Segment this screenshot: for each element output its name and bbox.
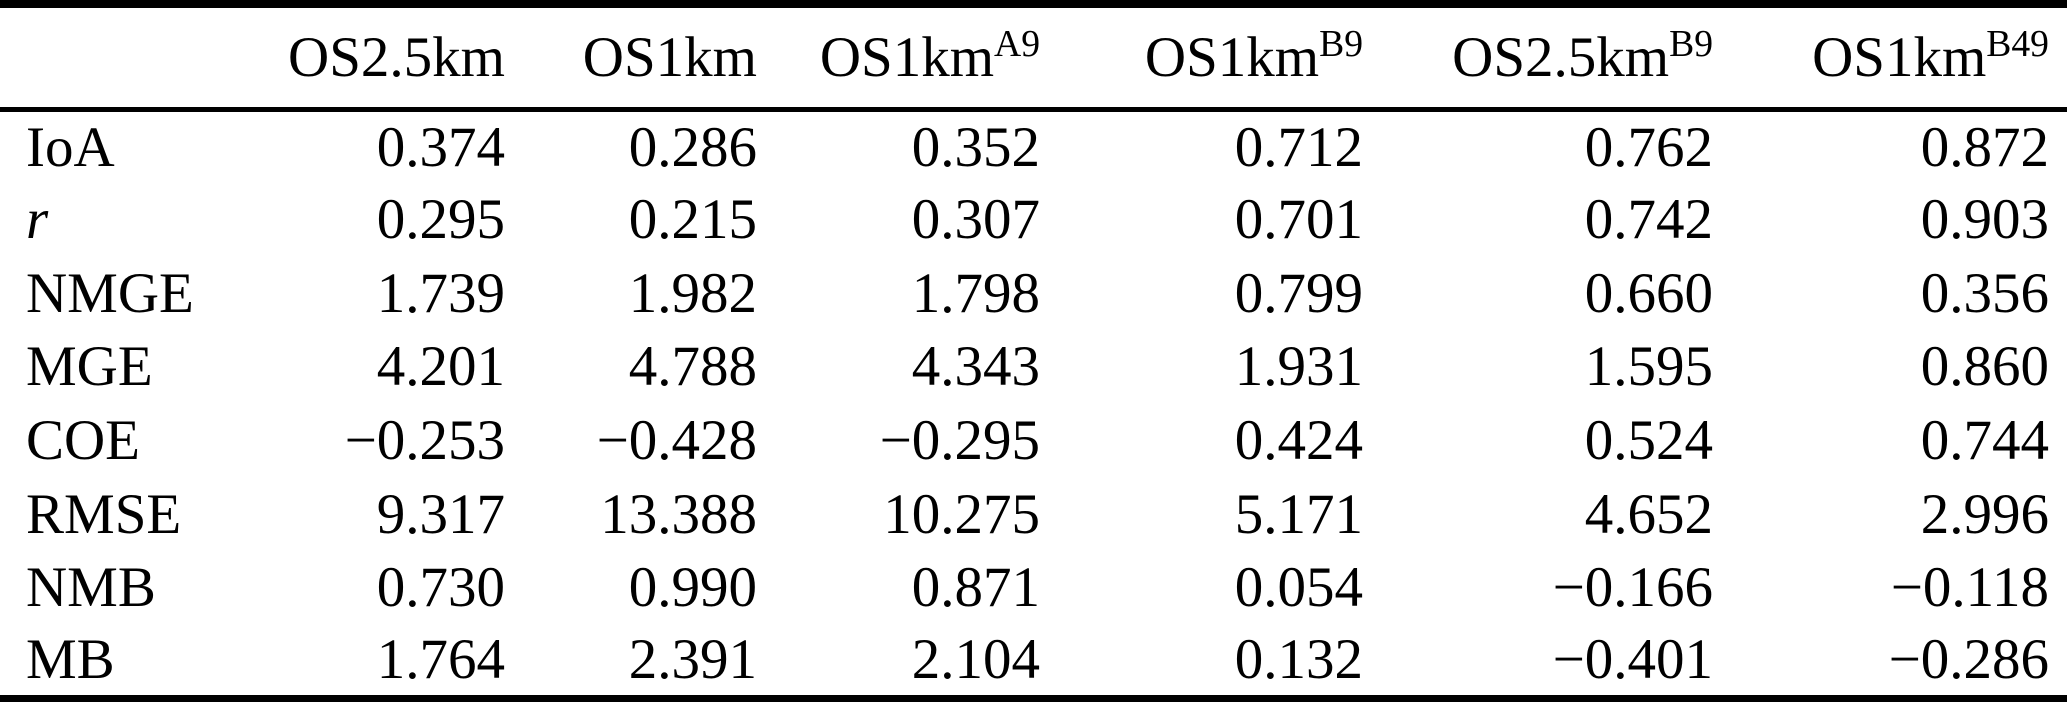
cell: 10.275 — [883, 482, 1040, 546]
cell: −0.253 — [344, 409, 505, 473]
column-header-superscript: B9 — [1669, 22, 1713, 65]
cell: 0.374 — [376, 115, 505, 179]
cell: 0.054 — [1234, 556, 1363, 620]
column-header-os1km-b49: OS1kmB49 — [1731, 4, 2067, 112]
cell: 0.742 — [1584, 188, 1713, 252]
row-label: MGE — [26, 335, 153, 399]
cell: 0.660 — [1584, 261, 1713, 325]
cell: 4.343 — [911, 335, 1040, 399]
cell: 1.764 — [376, 628, 505, 692]
cell: 0.524 — [1584, 409, 1713, 473]
row-label: MB — [26, 628, 115, 692]
row-label: COE — [26, 409, 140, 473]
cell: 0.701 — [1234, 188, 1363, 252]
cell: 1.798 — [911, 261, 1040, 325]
cell: 0.295 — [376, 188, 505, 252]
cell: 2.104 — [911, 628, 1040, 692]
cell: 1.595 — [1584, 335, 1713, 399]
cell: 0.307 — [911, 188, 1040, 252]
cell: 0.871 — [911, 556, 1040, 620]
cell: 0.860 — [1920, 335, 2049, 399]
table-row-mb: MB 1.764 2.391 2.104 0.132 −0.401 −0.286 — [0, 625, 2067, 699]
cell: 0.762 — [1584, 115, 1713, 179]
row-label: NMB — [26, 556, 156, 620]
cell: 0.424 — [1234, 409, 1363, 473]
cell: 4.788 — [628, 335, 757, 399]
cell: 0.990 — [628, 556, 757, 620]
row-label: NMGE — [26, 261, 194, 325]
cell: −0.428 — [596, 409, 757, 473]
cell: 0.730 — [376, 556, 505, 620]
table-row-mge: MGE 4.201 4.788 4.343 1.931 1.595 0.860 — [0, 330, 2067, 404]
column-header-base: OS2.5km — [288, 25, 505, 89]
column-header-os2-5km: OS2.5km — [250, 4, 523, 112]
row-label: r — [26, 188, 49, 252]
cell: 0.872 — [1920, 115, 2049, 179]
cell: 13.388 — [600, 482, 757, 546]
table-row-r: r 0.295 0.215 0.307 0.701 0.742 0.903 — [0, 183, 2067, 257]
cell: 4.652 — [1584, 482, 1713, 546]
cell: 0.799 — [1234, 261, 1363, 325]
cell: 1.982 — [628, 261, 757, 325]
column-header-superscript: B49 — [1986, 22, 2049, 65]
cell: 2.391 — [628, 628, 757, 692]
column-header-os1km-a9: OS1kmA9 — [775, 4, 1058, 112]
column-header-base: OS2.5km — [1452, 25, 1670, 89]
column-header-os1km: OS1km — [523, 4, 775, 112]
table-row-nmb: NMB 0.730 0.990 0.871 0.054 −0.166 −0.11… — [0, 551, 2067, 625]
table-header-row: OS2.5km OS1km OS1kmA9 OS1kmB9 OS2.5kmB9 … — [0, 4, 2067, 112]
cell: 0.215 — [628, 188, 757, 252]
table-row-rmse: RMSE 9.317 13.388 10.275 5.171 4.652 2.9… — [0, 477, 2067, 551]
cell: 0.903 — [1920, 188, 2049, 252]
cell: 5.171 — [1234, 482, 1363, 546]
column-header-os2-5km-b9: OS2.5kmB9 — [1381, 4, 1731, 112]
cell: 0.356 — [1920, 261, 2049, 325]
row-label: RMSE — [26, 482, 182, 546]
cell: −0.295 — [879, 409, 1040, 473]
cell: −0.286 — [1888, 628, 2049, 692]
cell: −0.118 — [1890, 556, 2049, 620]
table-row-coe: COE −0.253 −0.428 −0.295 0.424 0.524 0.7… — [0, 404, 2067, 478]
cell: 4.201 — [376, 335, 505, 399]
column-header-base: OS1km — [1812, 25, 1987, 89]
cell: 0.132 — [1234, 628, 1363, 692]
column-header-superscript: B9 — [1319, 22, 1363, 65]
column-header-os1km-b9: OS1kmB9 — [1058, 4, 1381, 112]
cell: 0.712 — [1234, 115, 1363, 179]
column-header-base: OS1km — [819, 25, 995, 89]
column-header-superscript: A9 — [994, 22, 1040, 65]
cell: 0.744 — [1920, 409, 2049, 473]
cell: 0.352 — [911, 115, 1040, 179]
column-header-base: OS1km — [1144, 25, 1320, 89]
cell: −0.166 — [1552, 556, 1713, 620]
table-row-nmge: NMGE 1.739 1.982 1.798 0.799 0.660 0.356 — [0, 256, 2067, 330]
cell: 1.931 — [1234, 335, 1363, 399]
cell: −0.401 — [1552, 628, 1713, 692]
table-row-ioa: IoA 0.374 0.286 0.352 0.712 0.762 0.872 — [0, 109, 2067, 183]
cell: 1.739 — [376, 261, 505, 325]
corner-cell — [0, 4, 250, 112]
row-label: IoA — [26, 115, 115, 179]
cell: 9.317 — [376, 482, 505, 546]
cell: 0.286 — [628, 115, 757, 179]
column-header-base: OS1km — [582, 25, 757, 89]
cell: 2.996 — [1920, 482, 2049, 546]
